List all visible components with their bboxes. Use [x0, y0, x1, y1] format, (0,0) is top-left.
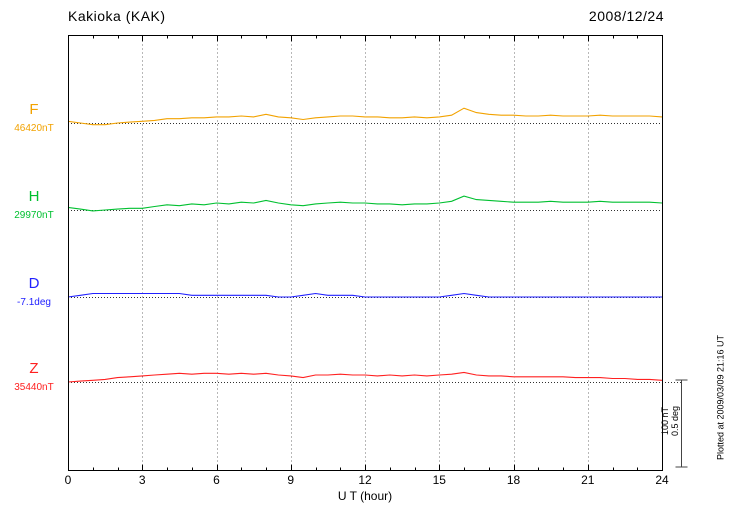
scalebar-value-deg: 0.5 deg [670, 405, 680, 437]
series-name-h: H [28, 188, 40, 205]
x-tick-label: 6 [213, 473, 220, 487]
x-tick-label: 15 [432, 473, 446, 487]
date-label: 2008/12/24 [588, 8, 664, 24]
x-tick-label: 3 [138, 473, 146, 487]
x-tick-label: 18 [506, 473, 521, 487]
x-tick-label: 9 [287, 473, 295, 487]
trace-z [67, 371, 663, 383]
x-tick-label: 21 [581, 473, 595, 487]
series-name-f: F [29, 101, 39, 118]
plotted-at-note: Plotted at 2009/03/09 21:16 UT [715, 334, 726, 461]
scalebar-value-nt: 100 nT [660, 406, 670, 436]
series-label-f: F 46420nT [4, 102, 64, 134]
x-tick-label: 12 [358, 473, 372, 487]
series-name-d: D [28, 275, 40, 292]
series-label-z: Z 35440nT [4, 361, 64, 393]
x-axis-label: U T (hour) [337, 489, 393, 503]
trace-h [67, 195, 663, 212]
trace-f [67, 107, 663, 126]
series-baseline-d: -7.1deg [17, 297, 51, 308]
series-baseline-h: 29970nT [14, 210, 54, 221]
x-tick-label: 0 [64, 473, 72, 487]
x-tick-label: 24 [655, 473, 669, 487]
series-baseline-f: 46420nT [14, 123, 54, 134]
series-baseline-z: 35440nT [14, 382, 54, 393]
series-label-h: H 29970nT [4, 189, 64, 221]
scalebar-label: 100 nT 0.5 deg [660, 398, 680, 444]
series-name-z: Z [29, 360, 39, 377]
page-title: Kakioka (KAK) [68, 8, 166, 24]
trace-d [67, 292, 662, 298]
series-label-d: D -7.1deg [4, 276, 64, 308]
